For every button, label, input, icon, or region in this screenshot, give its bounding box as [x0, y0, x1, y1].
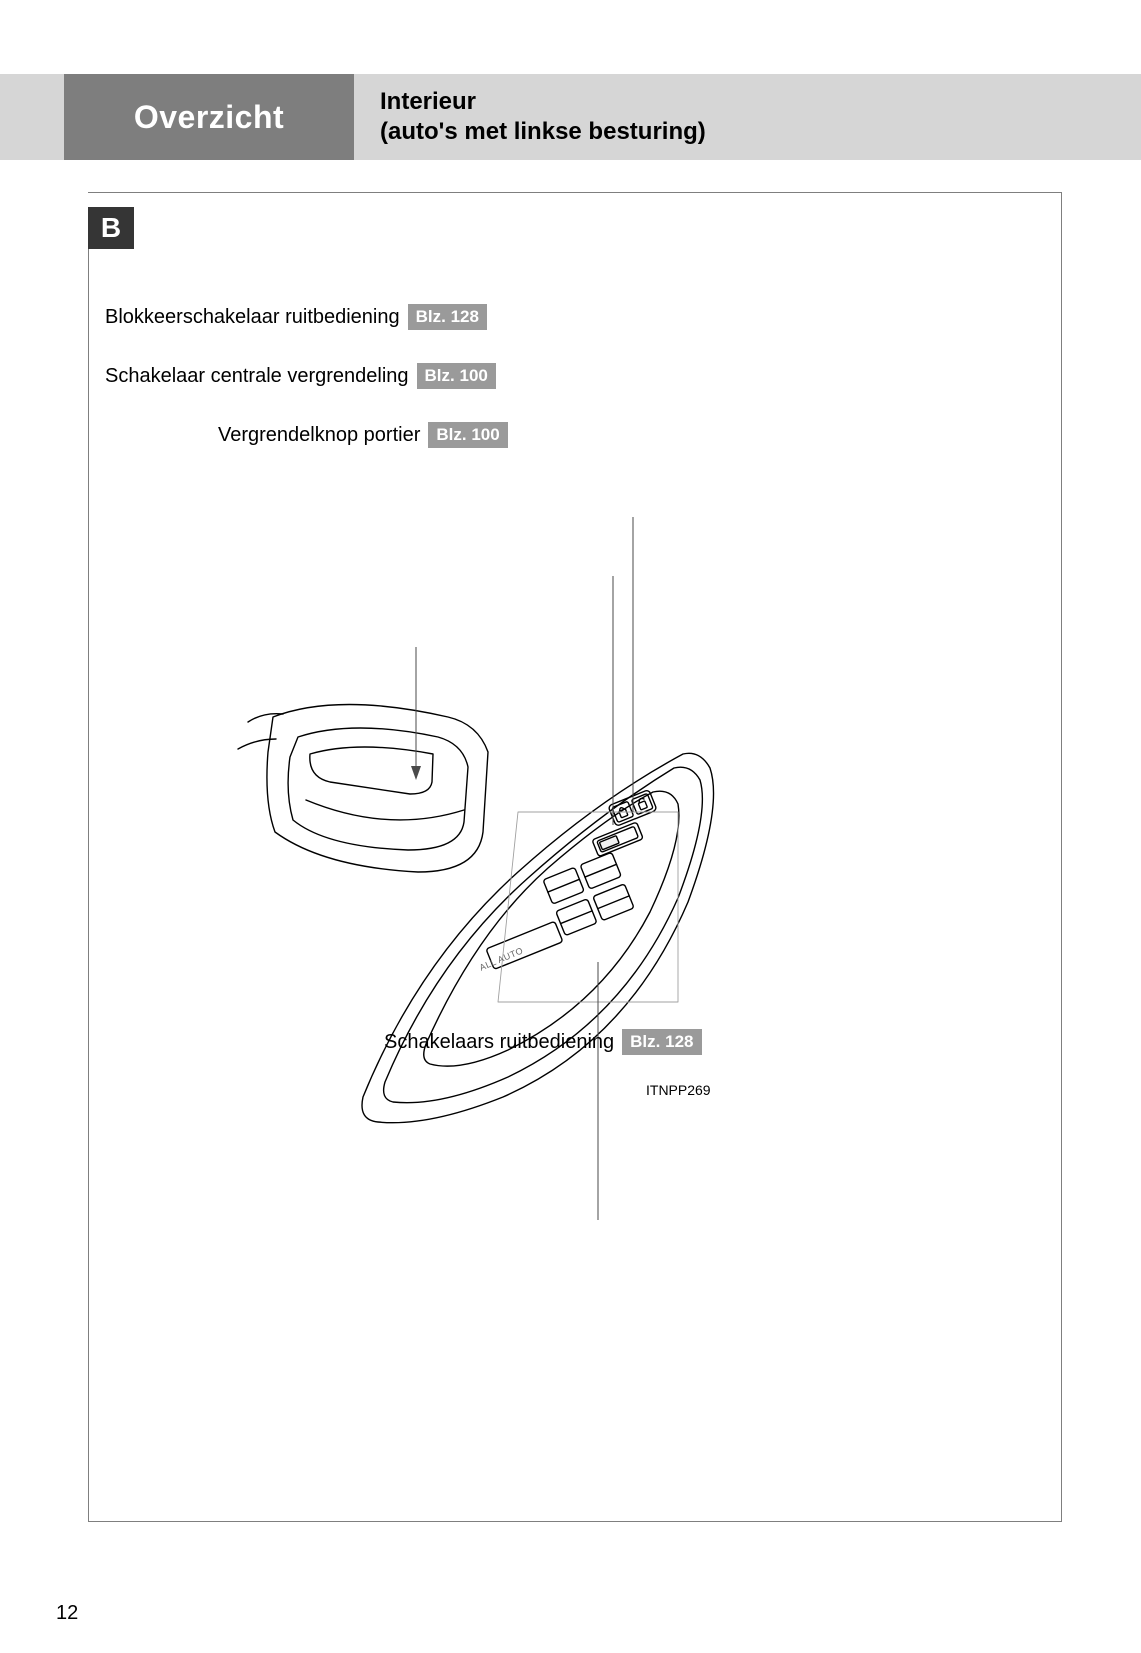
page-ref-prefix: Blz. — [425, 366, 455, 385]
callout-label: Schakelaars ruitbediening — [384, 1031, 614, 1054]
page-ref-prefix: Blz. — [436, 425, 466, 444]
callout-door-lock-btn: Vergrendelknop portier Blz. 100 — [0, 422, 1141, 448]
page-ref-num: 128 — [665, 1032, 693, 1051]
callout-window-switches: Schakelaars ruitbediening Blz. 128 — [0, 1029, 1141, 1055]
door-panel-diagram — [88, 192, 1062, 1522]
page-ref: Blz. 100 — [428, 422, 507, 448]
page-number: 12 — [56, 1602, 78, 1625]
page-title-line1: Interieur — [380, 87, 1141, 117]
page-title-line2: (auto's met linkse besturing) — [380, 117, 1141, 147]
callout-label: Schakelaar centrale vergrendeling — [105, 365, 409, 388]
page-ref: Blz. 128 — [408, 304, 487, 330]
section-tab: Overzicht — [64, 74, 354, 160]
callout-central-lock: Schakelaar centrale vergrendeling Blz. 1… — [0, 363, 1141, 389]
callout-label: Vergrendelknop portier — [218, 424, 420, 447]
callout-window-lock: Blokkeerschakelaar ruitbediening Blz. 12… — [0, 304, 1141, 330]
callout-label: Blokkeerschakelaar ruitbediening — [105, 306, 400, 329]
page-ref-prefix: Blz. — [416, 307, 446, 326]
header-left-stub — [0, 74, 64, 160]
page-title-block: Interieur (auto's met linkse besturing) — [354, 74, 1141, 160]
page-ref-prefix: Blz. — [630, 1032, 660, 1051]
page-header: Overzicht Interieur (auto's met linkse b… — [64, 74, 1141, 160]
page-ref-num: 128 — [451, 307, 479, 326]
page-ref: Blz. 128 — [622, 1029, 701, 1055]
page-ref-num: 100 — [471, 425, 499, 444]
page-ref: Blz. 100 — [417, 363, 496, 389]
page-ref-num: 100 — [459, 366, 487, 385]
diagram-code: ITNPP269 — [646, 1082, 711, 1098]
